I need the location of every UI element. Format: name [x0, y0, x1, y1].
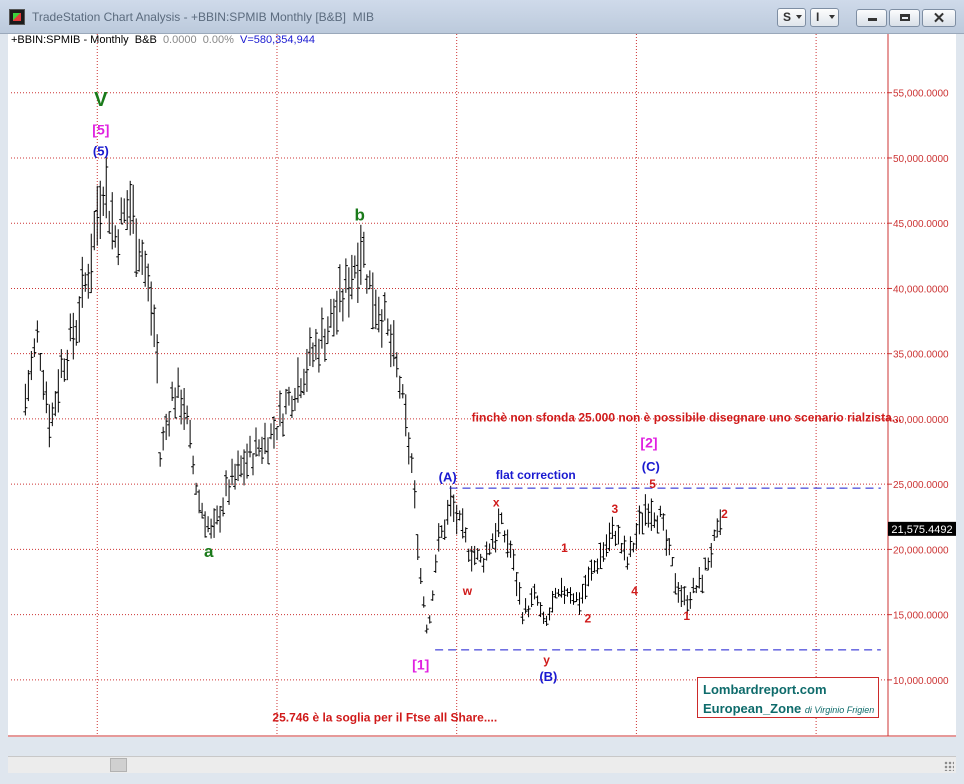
note-top: finchè non sfonda 25.000 non è possibile… — [472, 411, 902, 425]
wave-label-3: 3 — [611, 502, 618, 516]
wave-label-2-bracket: [2] — [640, 435, 657, 451]
window-title: TradeStation Chart Analysis - +BBIN:SPMI… — [32, 10, 375, 24]
indicator-menu-label: I — [816, 10, 820, 24]
resize-grip-icon[interactable] — [944, 761, 954, 771]
chart-symbol: +BBIN:SPMIB - Monthly B&B — [11, 34, 157, 46]
maximize-button[interactable] — [889, 9, 920, 27]
note-bottom: 25.746 è la soglia per il Ftse all Share… — [272, 711, 497, 725]
credit-zone-name: European_Zone — [703, 701, 802, 716]
price-chart: '00'05'10'15'2010,000.000015,000.000020,… — [8, 34, 956, 737]
y-tick-label: 35,000.0000 — [893, 350, 949, 361]
wave-label-1-second: 1 — [683, 609, 690, 623]
y-tick-label: 30,000.0000 — [893, 415, 949, 426]
y-tick-label: 10,000.0000 — [893, 676, 949, 687]
minimize-button[interactable] — [856, 9, 887, 27]
y-tick-label: 55,000.0000 — [893, 89, 949, 100]
chart-header: +BBIN:SPMIB - Monthly B&B 0.0000 0.00% V… — [11, 34, 315, 46]
chevron-down-icon — [829, 15, 835, 19]
indicator-menu-button[interactable]: I — [810, 8, 839, 27]
wave-label-w: w — [462, 584, 473, 598]
credit-zone: European_Zone di Virginio Frigien — [703, 701, 874, 716]
wave-label-1-first: 1 — [561, 541, 568, 555]
symbol-menu-label: S — [783, 10, 792, 24]
wave-label-2-second: 2 — [721, 507, 728, 521]
wave-label-b: b — [354, 206, 364, 225]
scrollbar-thumb[interactable] — [110, 758, 127, 772]
horizontal-scrollbar[interactable] — [8, 756, 956, 773]
wave-label-5-bracket: [5] — [92, 121, 109, 137]
close-icon: ✕ — [932, 10, 946, 27]
y-tick-label: 20,000.0000 — [893, 545, 949, 556]
wave-label-5-paren: (5) — [93, 143, 109, 158]
wave-label-1-bracket: [1] — [412, 656, 429, 672]
close-button[interactable]: ✕ — [922, 9, 956, 27]
chart-volume: V=580,354,944 — [240, 34, 315, 46]
wave-label-y: y — [543, 653, 550, 667]
maximize-icon — [900, 14, 910, 21]
chart-change: 0.0000 0.00% — [162, 34, 234, 46]
credit-site: Lombardreport.com — [703, 682, 827, 697]
chart-area[interactable]: '00'05'10'15'2010,000.000015,000.000020,… — [8, 34, 956, 737]
flat-correction-label: flat correction — [496, 468, 576, 482]
minimize-icon — [868, 18, 877, 21]
chevron-down-icon — [796, 15, 802, 19]
wave-label-A: (A) — [439, 470, 457, 485]
wave-label-C: (C) — [642, 459, 660, 474]
app-icon — [9, 9, 25, 25]
wave-label-4: 4 — [631, 584, 638, 598]
last-price-box — [888, 521, 956, 536]
y-tick-label: 15,000.0000 — [893, 611, 949, 622]
y-tick-label: 25,000.0000 — [893, 480, 949, 491]
symbol-menu-button[interactable]: S — [777, 8, 806, 27]
credit-author: di Virginio Frigien — [804, 705, 875, 715]
y-tick-label: 40,000.0000 — [893, 284, 949, 295]
wave-label-5: 5 — [649, 477, 656, 491]
last-price-label: 21,575.4492 — [891, 524, 952, 536]
wave-label-V: V — [94, 89, 108, 111]
title-bar: TradeStation Chart Analysis - +BBIN:SPMI… — [0, 0, 964, 34]
wave-label-a: a — [204, 542, 214, 561]
credit-box: Lombardreport.com European_Zone di Virgi… — [697, 677, 879, 718]
wave-label-B: (B) — [539, 669, 557, 684]
y-tick-label: 50,000.0000 — [893, 154, 949, 165]
wave-label-x: x — [493, 495, 500, 509]
y-tick-label: 45,000.0000 — [893, 219, 949, 230]
wave-label-2-first: 2 — [585, 611, 592, 625]
